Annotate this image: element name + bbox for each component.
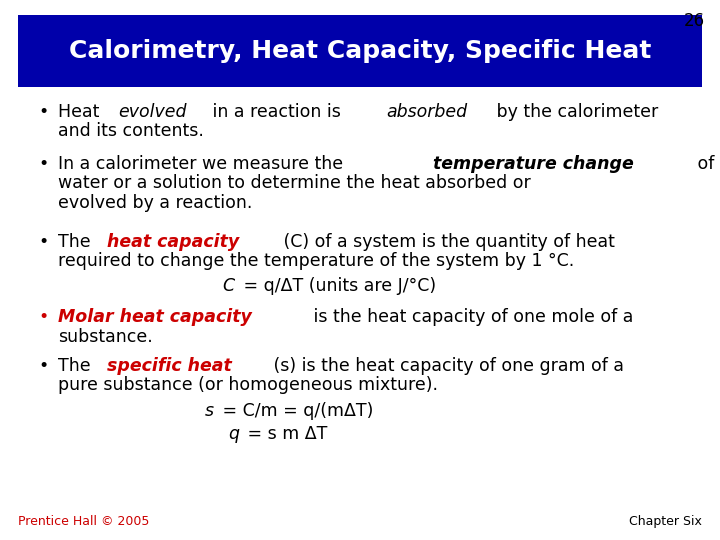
Text: •: •: [38, 103, 48, 121]
Text: •: •: [38, 357, 48, 375]
Text: evolved: evolved: [119, 103, 187, 121]
Text: evolved by a reaction.: evolved by a reaction.: [58, 194, 253, 212]
Text: pure substance (or homogeneous mixture).: pure substance (or homogeneous mixture).: [58, 376, 438, 395]
Text: water or a solution to determine the heat absorbed or: water or a solution to determine the hea…: [58, 174, 531, 192]
Text: In a calorimeter we measure the: In a calorimeter we measure the: [58, 155, 348, 173]
Text: 26: 26: [684, 12, 705, 30]
Text: Chapter Six: Chapter Six: [629, 515, 702, 528]
Bar: [18, 15, 702, 87]
Text: Calorimetry, Heat Capacity, Specific Heat: Calorimetry, Heat Capacity, Specific Hea…: [69, 39, 651, 63]
Text: = C/m = q/(mΔT): = C/m = q/(mΔT): [217, 402, 373, 420]
Text: = s m ΔT: = s m ΔT: [242, 425, 328, 443]
Text: required to change the temperature of the system by 1 °C.: required to change the temperature of th…: [58, 253, 575, 271]
Text: Prentice Hall © 2005: Prentice Hall © 2005: [18, 515, 149, 528]
Text: (C) of a system is the quantity of heat: (C) of a system is the quantity of heat: [278, 233, 615, 251]
Text: = q/ΔT (units are J/°C): = q/ΔT (units are J/°C): [238, 277, 436, 295]
Text: is the heat capacity of one mole of a: is the heat capacity of one mole of a: [308, 308, 634, 326]
Text: absorbed: absorbed: [387, 103, 468, 121]
Text: Heat: Heat: [58, 103, 105, 121]
Text: The: The: [58, 357, 96, 375]
Text: s: s: [205, 402, 214, 420]
Text: •: •: [38, 308, 48, 326]
Text: of: of: [692, 155, 714, 173]
Text: C: C: [222, 277, 234, 295]
Text: (s) is the heat capacity of one gram of a: (s) is the heat capacity of one gram of …: [268, 357, 624, 375]
Text: •: •: [38, 155, 48, 173]
Text: specific heat: specific heat: [107, 357, 232, 375]
Text: by the calorimeter: by the calorimeter: [491, 103, 659, 121]
Text: •: •: [38, 233, 48, 251]
Text: substance.: substance.: [58, 327, 153, 346]
Text: heat capacity: heat capacity: [107, 233, 240, 251]
Text: and its contents.: and its contents.: [58, 123, 204, 140]
Text: q: q: [228, 425, 239, 443]
Text: in a reaction is: in a reaction is: [207, 103, 346, 121]
Text: temperature change: temperature change: [433, 155, 634, 173]
Text: The: The: [58, 233, 96, 251]
Text: Molar heat capacity: Molar heat capacity: [58, 308, 252, 326]
